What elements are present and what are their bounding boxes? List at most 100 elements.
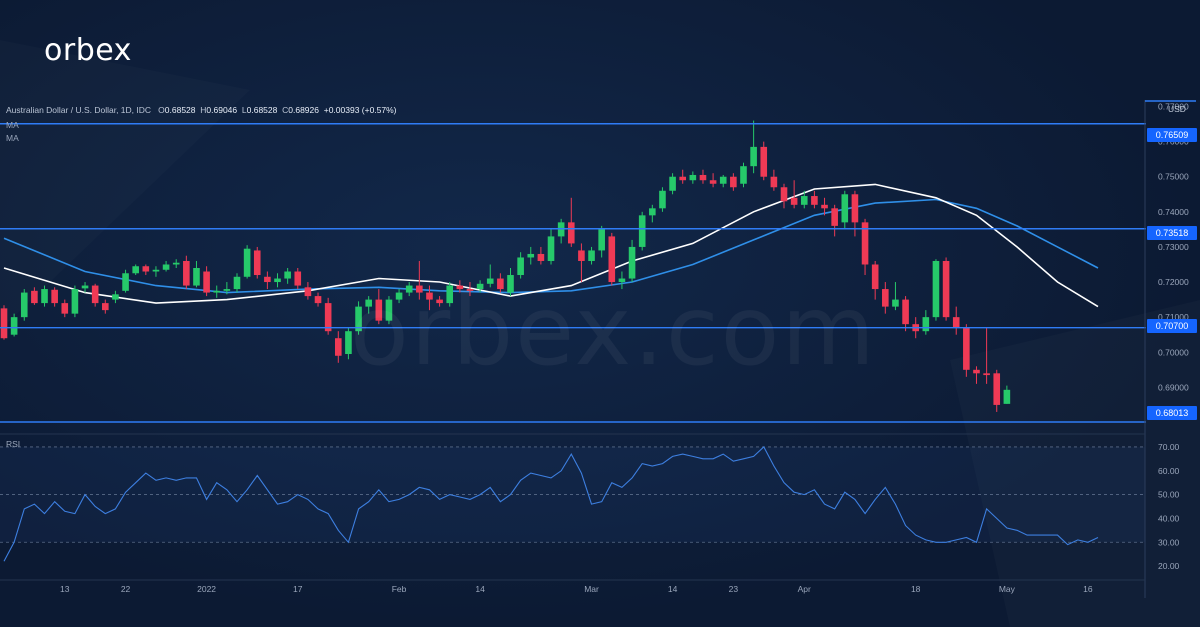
candle-body xyxy=(831,208,838,226)
candle-body xyxy=(527,253,535,258)
candle-body xyxy=(659,190,666,209)
candle-body xyxy=(365,299,372,307)
candle-body xyxy=(324,303,332,332)
candle-body xyxy=(466,289,474,291)
candle-body xyxy=(760,146,768,177)
candle xyxy=(821,197,828,216)
candle xyxy=(61,299,69,318)
candle-body xyxy=(537,253,545,261)
candle xyxy=(871,260,879,300)
candle-body xyxy=(628,246,636,279)
candle xyxy=(942,257,950,321)
candle-body xyxy=(841,194,849,223)
candle-body xyxy=(932,260,940,318)
candle-body xyxy=(547,236,555,261)
open-value: 0.68528 xyxy=(164,105,196,115)
candle-body xyxy=(112,294,119,300)
rsi-tick-label: 20.00 xyxy=(1158,561,1180,571)
ohlc-legend: Australian Dollar / U.S. Dollar, 1D, IDC… xyxy=(6,105,397,115)
level-badge-2: 0.73518 xyxy=(1147,226,1197,240)
candle xyxy=(122,269,129,293)
candle xyxy=(659,187,666,212)
time-tick-label: 13 xyxy=(60,584,70,594)
candle xyxy=(41,285,48,307)
candle-body xyxy=(507,275,514,293)
candle xyxy=(253,246,261,279)
candle xyxy=(476,280,484,293)
candle-body xyxy=(314,296,322,304)
rsi-label[interactable]: RSI xyxy=(6,439,21,449)
candle-body xyxy=(172,262,180,265)
candle xyxy=(497,273,504,293)
candle xyxy=(264,271,271,290)
candle xyxy=(578,243,585,283)
candle xyxy=(760,141,768,181)
candle-body xyxy=(162,264,170,270)
candle-body xyxy=(41,289,48,304)
candle xyxy=(456,280,464,293)
horizontal-levels[interactable] xyxy=(0,123,1146,423)
candle-body xyxy=(183,260,190,286)
orbex-logo: orbex xyxy=(44,33,132,68)
candle-body xyxy=(902,299,909,325)
time-tick-label: Apr xyxy=(798,584,811,594)
candle-body xyxy=(102,303,109,311)
candle-body xyxy=(993,373,1001,405)
candle-body xyxy=(142,266,150,272)
candle xyxy=(203,266,210,297)
candle-body xyxy=(20,292,28,318)
watermark: orbex.com xyxy=(350,275,877,387)
candle-body xyxy=(264,276,271,283)
ma-slow-label[interactable]: MA xyxy=(6,133,19,143)
candle xyxy=(233,273,241,293)
candle-body xyxy=(213,290,221,293)
candle xyxy=(902,296,909,332)
candle xyxy=(689,171,697,184)
candle-body xyxy=(790,197,798,205)
candle xyxy=(800,190,808,209)
price-tick-label: 0.72000 xyxy=(1158,277,1189,287)
price-tick-label: 0.69000 xyxy=(1158,382,1189,392)
candle xyxy=(345,327,352,360)
candle-body xyxy=(284,271,291,279)
candle xyxy=(304,282,312,300)
candle-body xyxy=(274,278,281,283)
high-label: H xyxy=(200,105,207,115)
candle-body xyxy=(811,196,818,205)
change-value: +0.00393 (+0.57%) xyxy=(323,105,397,115)
price-tick-label: 0.71000 xyxy=(1158,312,1189,322)
candle-body xyxy=(669,176,676,191)
candle xyxy=(790,180,798,209)
candle xyxy=(588,246,595,265)
candle xyxy=(811,190,818,209)
candle xyxy=(537,246,545,265)
candle xyxy=(547,229,555,265)
candle xyxy=(527,246,535,265)
candle-body xyxy=(294,271,302,286)
time-tick-label: 23 xyxy=(729,584,739,594)
time-tick-label: 22 xyxy=(121,584,131,594)
candle xyxy=(405,282,413,297)
candle-body xyxy=(608,236,616,283)
price-tick-label: 0.74000 xyxy=(1158,207,1189,217)
candle-body xyxy=(892,299,899,307)
currency-unit-label: USD xyxy=(1168,104,1186,114)
close-label: C xyxy=(282,105,289,115)
candle-body xyxy=(355,306,362,332)
candle xyxy=(81,282,89,293)
candle xyxy=(375,289,383,325)
candle xyxy=(507,268,514,297)
candle-body xyxy=(91,285,99,304)
candle xyxy=(730,173,737,191)
candle-body xyxy=(122,273,129,291)
ma-fast-label[interactable]: MA xyxy=(6,120,19,130)
candle-body xyxy=(51,289,58,304)
candle xyxy=(892,282,899,311)
candle xyxy=(102,299,109,314)
candle-body xyxy=(709,180,717,184)
candle xyxy=(20,289,28,321)
price-tick-label: 0.77000 xyxy=(1158,102,1189,112)
candle-body xyxy=(730,176,737,188)
candle-body xyxy=(0,308,8,339)
